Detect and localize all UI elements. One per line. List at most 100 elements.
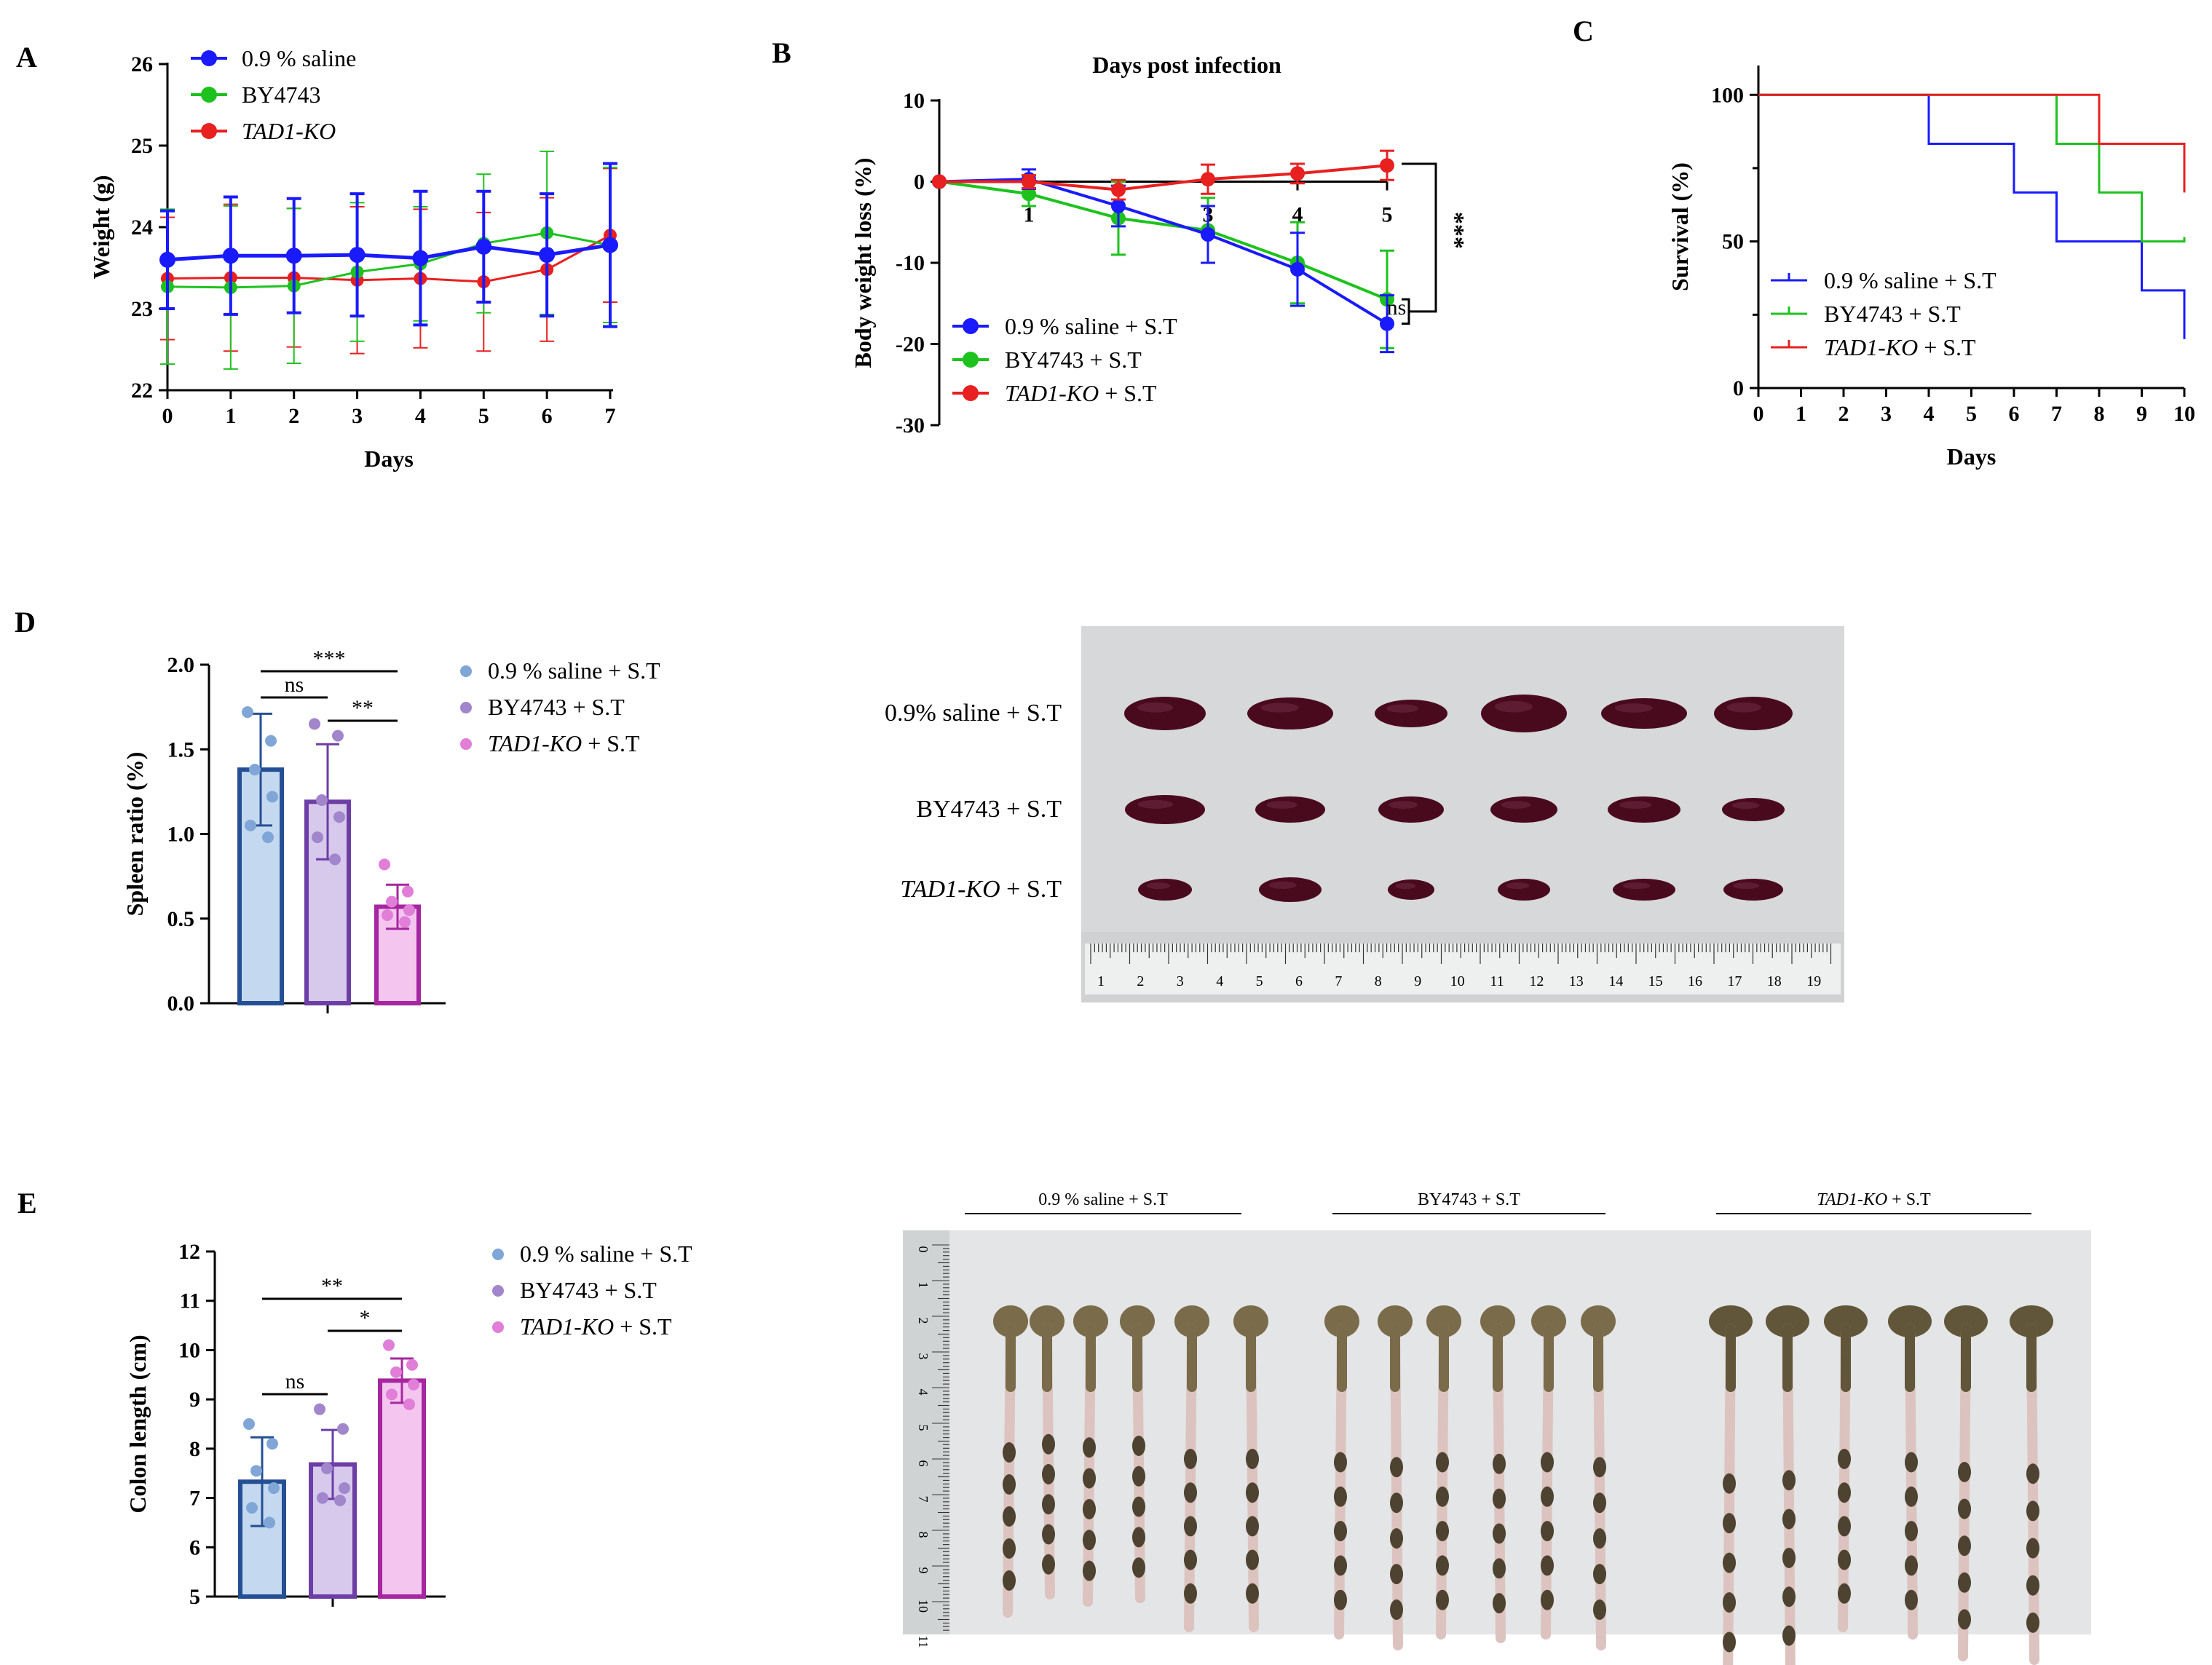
x-tick-label: 7: [2051, 402, 2062, 426]
data-point: [402, 885, 414, 898]
data-point: [382, 909, 393, 922]
fecal-pellet: [1334, 1521, 1347, 1542]
fecal-pellet: [1184, 1449, 1197, 1469]
legend-marker: [201, 50, 217, 66]
legend-marker: [201, 123, 217, 139]
spleen-organ: [1714, 697, 1793, 730]
ruler-number: 10: [916, 1599, 931, 1613]
y-tick-label: 2.0: [167, 653, 195, 677]
y-tick-label: 26: [131, 52, 153, 76]
fecal-pellet: [1838, 1583, 1851, 1604]
fecal-pellet: [1541, 1589, 1554, 1610]
ruler-number: 3: [916, 1353, 931, 1360]
data-point: [334, 1494, 346, 1506]
x-tick-label: 5: [1966, 402, 1977, 426]
ruler-number: 12: [1529, 973, 1544, 989]
spleen-row-label: 0.9% saline + S.T: [885, 700, 1062, 727]
fecal-pellet: [1541, 1521, 1554, 1542]
y-tick-label: 9: [189, 1388, 200, 1412]
fecal-pellet: [1042, 1464, 1055, 1484]
data-point: [403, 904, 415, 917]
fecal-pellet: [1838, 1482, 1851, 1503]
data-point: [1290, 166, 1305, 181]
legend-marker: [460, 665, 472, 677]
ruler-number: 14: [1608, 973, 1623, 989]
x-tick-label: 5: [478, 404, 489, 428]
chart-title: Days post infection: [1092, 52, 1281, 78]
fecal-pellet: [1390, 1492, 1403, 1514]
fecal-pellet: [1782, 1547, 1796, 1568]
y-tick-label: 6: [189, 1535, 200, 1559]
y-tick-label: -10: [896, 251, 925, 275]
legend-marker: [963, 318, 979, 334]
panel-letter: E: [17, 1187, 37, 1219]
fecal-pellet: [1905, 1555, 1918, 1576]
data-point: [408, 1378, 419, 1391]
colon-photo: 0.9 % saline + S.T BY4743 + S.T TAD1-KO + …: [903, 1190, 2091, 1665]
x-axis-label: Days: [1947, 443, 1996, 470]
data-point: [245, 819, 256, 831]
x-tick-label: 4: [1924, 402, 1935, 426]
fecal-pellet: [1541, 1486, 1554, 1507]
data-point: [333, 811, 345, 823]
data-point: [243, 1418, 255, 1430]
legend-label: BY4743 + S.T: [488, 694, 625, 720]
legend-label: BY4743: [242, 82, 320, 108]
panel-letter: D: [15, 606, 36, 638]
ruler-number: 0: [916, 1246, 931, 1253]
ruler-number: 4: [916, 1389, 931, 1396]
ruler-number: 11: [1490, 973, 1504, 989]
data-point: [1111, 182, 1126, 197]
cecum: [993, 1305, 1028, 1337]
x-tick-label: 3: [1881, 402, 1892, 426]
x-tick-label: 7: [605, 404, 616, 428]
x-tick-label: 3: [352, 404, 363, 428]
y-axis-label: Colon length (cm): [125, 1334, 151, 1513]
ruler-number: 7: [916, 1496, 931, 1503]
ruler-number: 18: [1767, 973, 1782, 989]
fecal-pellet: [1905, 1486, 1918, 1507]
data-point: [264, 1516, 275, 1529]
ruler-number: 13: [1569, 973, 1584, 989]
fecal-pellet: [1593, 1457, 1606, 1478]
data-point: [312, 831, 323, 844]
fecal-pellet: [1493, 1558, 1506, 1579]
fecal-pellet: [1436, 1521, 1449, 1542]
ruler-number: 9: [916, 1567, 931, 1574]
x-tick-label: 4: [1292, 203, 1303, 227]
fecal-pellet: [1184, 1482, 1197, 1503]
ruler-number: 10: [1450, 973, 1465, 989]
data-point: [242, 706, 253, 719]
spleen-organ: [1247, 697, 1333, 729]
spleen-highlight: [1268, 881, 1297, 889]
spleen-organ: [1255, 796, 1325, 823]
spleen-highlight: [1622, 882, 1651, 890]
ruler-number: 11: [916, 1635, 931, 1648]
cecum: [1073, 1305, 1108, 1337]
fecal-pellet: [1838, 1516, 1851, 1537]
y-tick-label: 5: [189, 1585, 200, 1609]
spleen-highlight: [1395, 882, 1416, 890]
panel-letter: B: [772, 36, 791, 69]
data-point: [932, 174, 947, 189]
data-point: [412, 250, 429, 266]
survival-curve: [1758, 93, 2186, 243]
x-tick-label: 2: [288, 404, 299, 428]
survival-curve: [1758, 93, 2186, 339]
data-point: [379, 858, 390, 871]
colon-group-label: BY4743 + S.T: [1418, 1190, 1520, 1209]
fecal-pellet: [2026, 1500, 2039, 1522]
data-point: [159, 251, 175, 268]
legend-label: BY4743 + S.T: [1824, 301, 1961, 327]
fecal-pellet: [1958, 1572, 1971, 1593]
y-tick-label: 7: [189, 1487, 200, 1511]
spleen-organ: [1498, 879, 1550, 901]
data-point: [285, 248, 302, 264]
fecal-pellet: [1905, 1589, 1918, 1610]
cecum: [1480, 1305, 1515, 1337]
data-point: [266, 1438, 278, 1450]
significance-marker: *: [360, 1306, 371, 1330]
ruler-number: 3: [1177, 973, 1184, 989]
ruler-number: 1: [1097, 973, 1105, 989]
fecal-pellet: [1782, 1470, 1796, 1491]
